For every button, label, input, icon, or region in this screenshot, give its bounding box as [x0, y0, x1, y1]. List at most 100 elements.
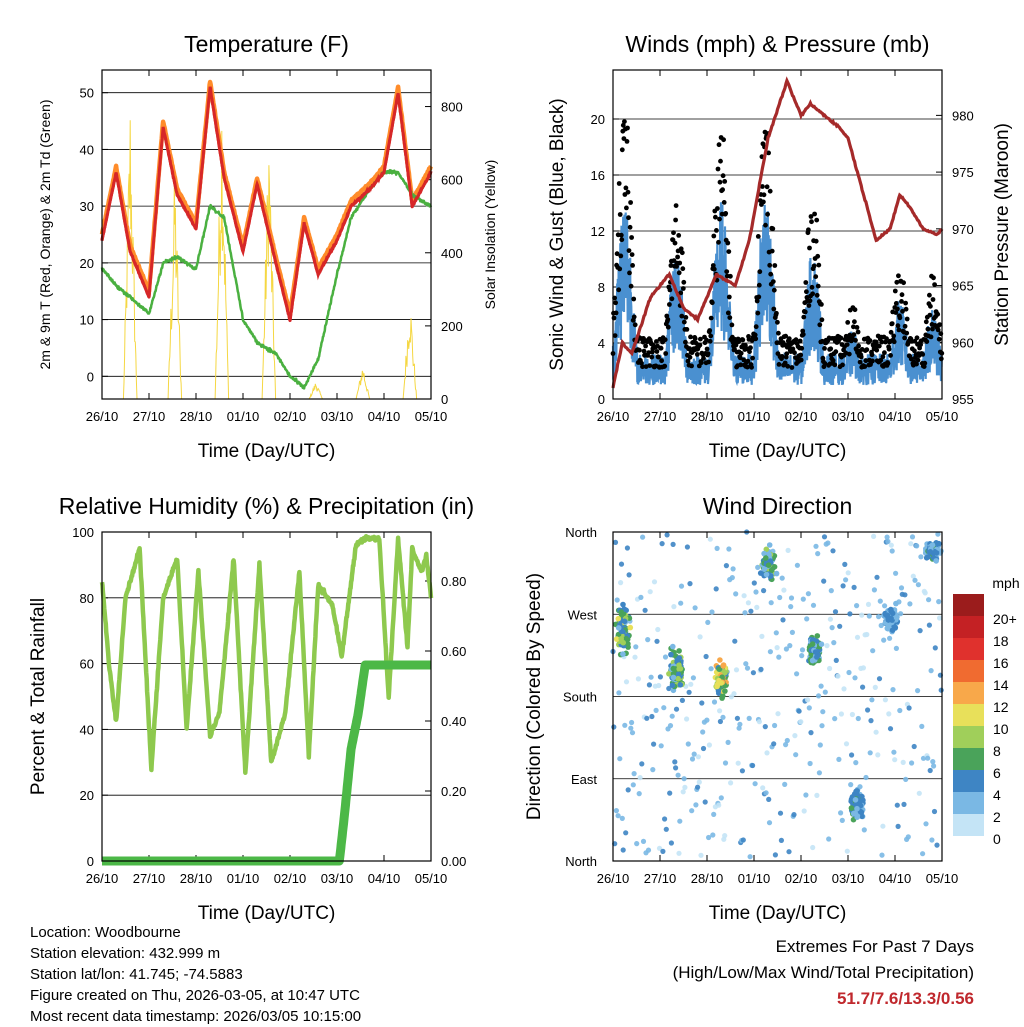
gust-point — [923, 319, 929, 325]
y-axis-label: Direction (Colored By Speed) — [524, 573, 545, 820]
gust-point — [855, 329, 861, 335]
x-tick-label: 26/10 — [86, 871, 119, 886]
gust-point — [777, 340, 782, 345]
direction-point — [898, 585, 905, 591]
direction-point — [705, 619, 711, 626]
gust-point — [619, 237, 625, 243]
y-tick-label: South — [563, 690, 597, 705]
direction-point — [828, 588, 834, 594]
gust-point — [878, 357, 884, 363]
gust-point — [912, 348, 917, 354]
panel-3: Relative Humidity (%) & Precipitation (i… — [28, 493, 474, 924]
gust-point — [683, 315, 689, 320]
direction-point — [854, 603, 860, 609]
gust-point — [832, 362, 838, 368]
gust-point — [806, 227, 811, 233]
x-tick-label: 05/10 — [926, 409, 959, 424]
direction-point — [817, 742, 823, 748]
direction-point — [893, 645, 900, 652]
direction-point — [711, 699, 718, 705]
gust-point — [767, 188, 773, 194]
y-right-tick-label: 400 — [441, 246, 463, 261]
gust-point — [677, 260, 683, 266]
direction-point — [666, 685, 672, 692]
gust-point — [704, 337, 709, 343]
direction-point — [777, 594, 783, 601]
direction-point — [918, 554, 924, 560]
direction-point — [907, 601, 913, 607]
direction-point — [670, 643, 676, 650]
direction-point — [929, 837, 935, 843]
direction-point — [773, 570, 780, 577]
direction-point — [848, 805, 855, 811]
direction-point — [853, 760, 859, 766]
gust-point — [896, 273, 901, 279]
extremes-box: Extremes For Past 7 Days (High/Low/Max W… — [673, 934, 974, 1012]
plot-border — [612, 69, 943, 400]
direction-point — [713, 586, 719, 592]
gust-point — [725, 310, 731, 316]
direction-point — [916, 790, 922, 796]
x-tick-label: 27/10 — [644, 409, 677, 424]
gust-point — [799, 345, 805, 351]
gust-point — [852, 319, 857, 325]
x-tick-label: 28/10 — [180, 409, 213, 424]
direction-point — [871, 587, 878, 593]
direction-point — [718, 795, 724, 801]
direction-point — [716, 666, 722, 672]
direction-point — [935, 531, 941, 537]
y-tick-label: 12 — [591, 224, 605, 239]
gust-point — [876, 343, 882, 349]
direction-point — [813, 543, 819, 549]
direction-point — [670, 665, 677, 672]
gust-point — [774, 310, 779, 316]
direction-point — [695, 784, 701, 790]
gust-point — [631, 296, 637, 302]
direction-point — [906, 705, 912, 711]
direction-point — [873, 729, 879, 735]
gust-point — [643, 343, 648, 349]
direction-point — [745, 600, 752, 606]
direction-point — [840, 583, 846, 589]
x-tick-label: 03/10 — [832, 409, 865, 424]
direction-point — [663, 826, 669, 832]
direction-point — [851, 584, 857, 591]
colorbar-label: 18 — [993, 633, 1009, 649]
gust-point — [904, 316, 910, 322]
gust-point — [862, 364, 868, 369]
gust-point — [888, 329, 894, 335]
direction-point — [810, 602, 817, 608]
direction-point — [908, 541, 914, 547]
direction-point — [867, 750, 873, 756]
plot-border — [101, 531, 432, 862]
gust-point — [675, 254, 680, 260]
colorbar-swatch — [953, 814, 984, 836]
y-axis-right-label: Station Pressure (Maroon) — [992, 123, 1013, 346]
gust-point — [892, 288, 898, 294]
gust-point — [662, 337, 668, 343]
direction-point — [911, 743, 917, 750]
direction-point — [668, 651, 674, 658]
gust-point — [680, 266, 686, 272]
direction-point — [615, 813, 621, 819]
gust-point — [613, 300, 618, 306]
direction-point — [692, 605, 698, 611]
direction-point — [780, 617, 786, 623]
direction-point — [928, 668, 934, 674]
gust-point — [665, 324, 671, 330]
gust-point — [680, 286, 686, 291]
direction-point — [849, 711, 856, 718]
panel-title: Wind Direction — [703, 493, 853, 519]
gust-point — [616, 287, 622, 293]
direction-point — [636, 791, 642, 797]
gust-point — [632, 322, 638, 328]
x-axis-label: Time (Day/UTC) — [709, 903, 847, 924]
direction-point — [860, 665, 867, 671]
x-tick-label: 01/10 — [227, 409, 260, 424]
direction-point — [910, 573, 916, 579]
direction-point — [743, 661, 749, 667]
direction-point — [632, 654, 638, 660]
direction-point — [903, 776, 909, 783]
y-right-tick-label: 970 — [952, 222, 974, 237]
direction-point — [651, 579, 658, 585]
